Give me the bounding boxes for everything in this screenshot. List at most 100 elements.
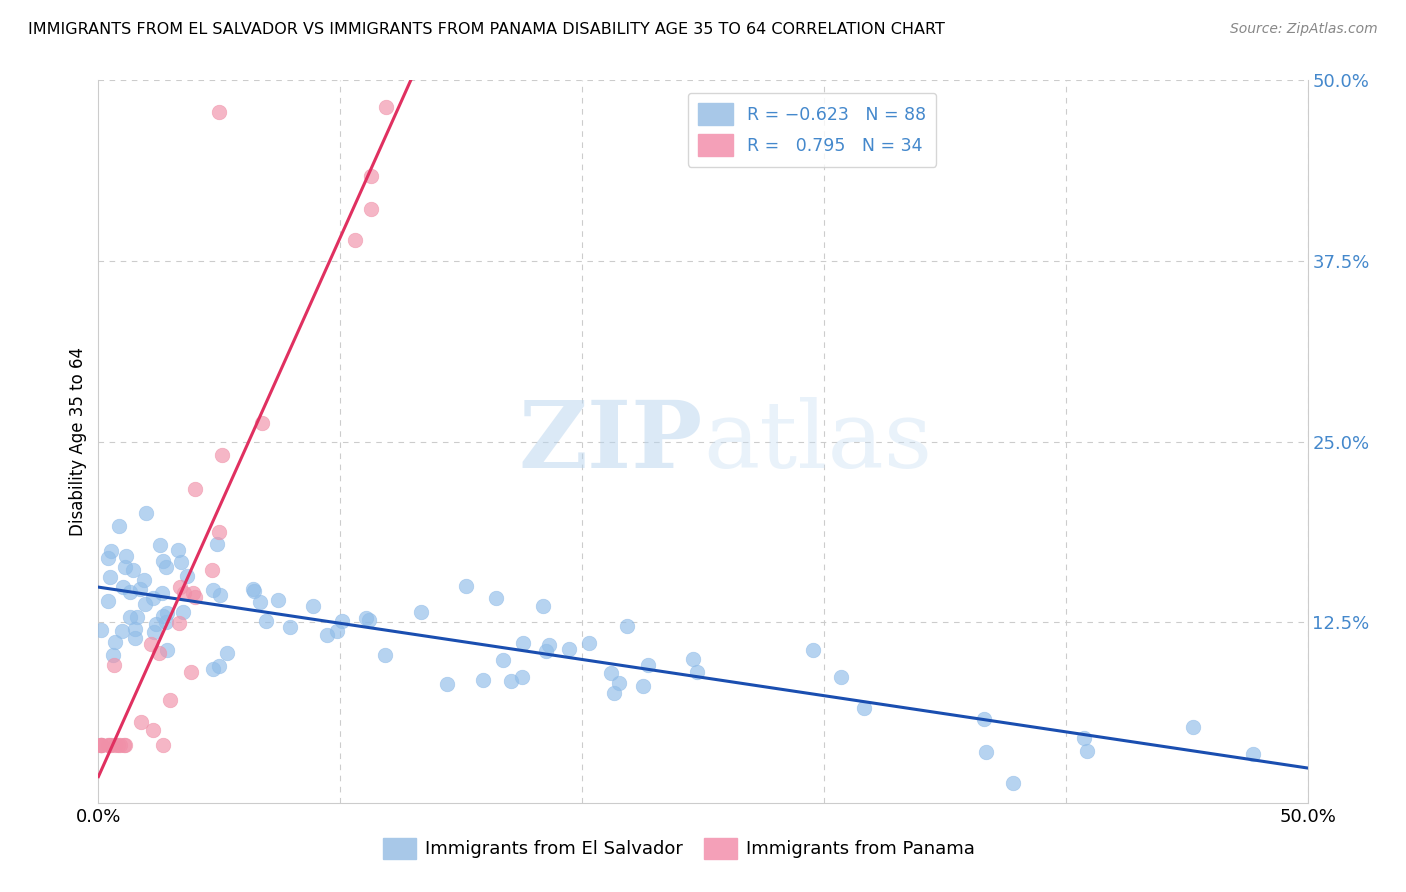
Point bbox=[90, 738, 112, 752]
Point bbox=[485, 591, 508, 606]
Point bbox=[167, 616, 190, 631]
Point bbox=[801, 643, 824, 657]
Point bbox=[104, 635, 127, 649]
Point bbox=[472, 673, 495, 688]
Point bbox=[150, 586, 173, 600]
Legend: Immigrants from El Salvador, Immigrants from Panama: Immigrants from El Salvador, Immigrants … bbox=[375, 830, 981, 866]
Point bbox=[176, 569, 198, 583]
Point bbox=[139, 637, 162, 651]
Point bbox=[103, 648, 125, 663]
Point bbox=[243, 584, 266, 599]
Point bbox=[129, 715, 152, 730]
Point bbox=[173, 585, 195, 599]
Point bbox=[152, 554, 174, 568]
Point bbox=[356, 611, 378, 625]
Point bbox=[104, 738, 127, 752]
Point bbox=[830, 670, 852, 684]
Point bbox=[112, 738, 135, 752]
Point bbox=[97, 594, 120, 608]
Point bbox=[631, 680, 654, 694]
Point bbox=[169, 580, 191, 594]
Point bbox=[167, 542, 190, 557]
Point bbox=[170, 555, 193, 569]
Point bbox=[149, 538, 172, 552]
Point bbox=[107, 738, 129, 752]
Point bbox=[853, 700, 876, 714]
Point bbox=[249, 595, 271, 609]
Point bbox=[278, 620, 301, 634]
Point bbox=[1241, 747, 1264, 762]
Point bbox=[108, 738, 131, 752]
Point bbox=[111, 624, 134, 638]
Point bbox=[359, 613, 381, 627]
Point bbox=[107, 518, 129, 533]
Point bbox=[602, 686, 624, 700]
Point bbox=[134, 598, 156, 612]
Point bbox=[436, 677, 458, 691]
Point bbox=[456, 578, 478, 592]
Point bbox=[374, 648, 396, 662]
Point bbox=[159, 692, 181, 706]
Point bbox=[974, 745, 997, 759]
Point bbox=[208, 658, 231, 673]
Point bbox=[156, 643, 179, 657]
Point bbox=[184, 590, 207, 604]
Point bbox=[607, 676, 630, 690]
Point bbox=[148, 646, 170, 660]
Point bbox=[211, 448, 233, 462]
Point bbox=[172, 605, 194, 619]
Point bbox=[492, 652, 515, 666]
Point bbox=[1181, 720, 1204, 734]
Point bbox=[122, 563, 145, 577]
Y-axis label: Disability Age 35 to 64: Disability Age 35 to 64 bbox=[69, 347, 87, 536]
Point bbox=[209, 588, 232, 602]
Point bbox=[599, 665, 621, 680]
Point bbox=[184, 482, 207, 496]
Point bbox=[254, 614, 277, 628]
Point bbox=[375, 100, 398, 114]
Point bbox=[360, 169, 382, 184]
Point bbox=[152, 609, 174, 624]
Point bbox=[1073, 731, 1095, 746]
Point bbox=[682, 652, 704, 666]
Point bbox=[90, 738, 112, 752]
Point bbox=[90, 623, 112, 637]
Point bbox=[360, 202, 382, 216]
Point bbox=[512, 636, 534, 650]
Point bbox=[180, 665, 202, 679]
Point bbox=[637, 658, 659, 673]
Point bbox=[201, 662, 224, 676]
Point bbox=[250, 416, 273, 430]
Point bbox=[143, 624, 166, 639]
Point bbox=[124, 631, 146, 645]
Point bbox=[326, 624, 349, 638]
Point bbox=[114, 738, 136, 752]
Point bbox=[142, 591, 165, 605]
Point bbox=[973, 711, 995, 725]
Point bbox=[1076, 744, 1098, 758]
Point bbox=[302, 599, 325, 613]
Point bbox=[124, 622, 146, 636]
Point bbox=[343, 233, 366, 247]
Point bbox=[510, 670, 533, 684]
Point bbox=[499, 674, 522, 689]
Point bbox=[115, 549, 138, 564]
Point bbox=[201, 563, 224, 577]
Point bbox=[155, 559, 177, 574]
Point bbox=[127, 609, 149, 624]
Point bbox=[266, 593, 288, 607]
Point bbox=[142, 723, 165, 737]
Point bbox=[111, 580, 134, 594]
Point bbox=[118, 585, 141, 599]
Point bbox=[155, 615, 177, 629]
Point bbox=[120, 610, 142, 624]
Point bbox=[534, 643, 557, 657]
Point bbox=[616, 619, 638, 633]
Point bbox=[409, 605, 432, 619]
Point bbox=[135, 506, 157, 520]
Point bbox=[330, 614, 353, 628]
Point bbox=[537, 638, 560, 652]
Point bbox=[90, 738, 112, 752]
Point bbox=[100, 738, 122, 752]
Point bbox=[152, 738, 174, 752]
